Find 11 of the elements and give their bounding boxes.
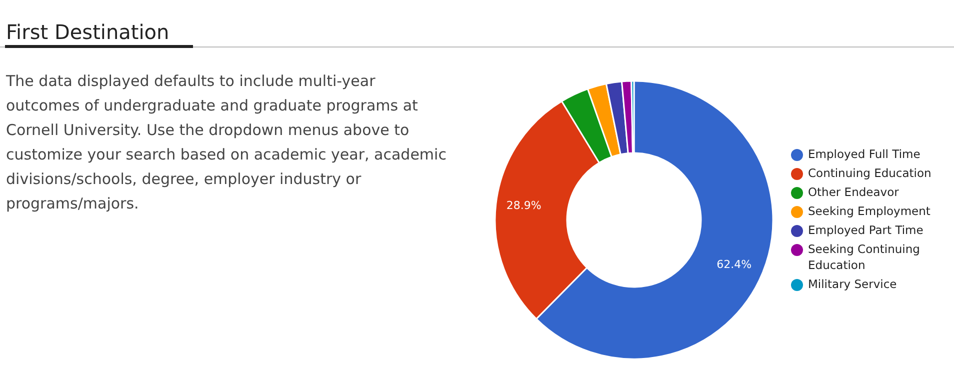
legend-label: Employed Part Time xyxy=(808,223,924,238)
legend-label: Seeking Continuing Education xyxy=(808,242,920,272)
text: First Destination xyxy=(6,20,170,44)
legend-label: Seeking Employment xyxy=(808,204,931,218)
legend-label: Other Endeavor xyxy=(808,185,900,200)
legend-label: Military Service xyxy=(808,277,897,292)
legend-label: Employed Full Time xyxy=(808,147,920,162)
text: The data displayed defaults to include multi-year outcomes of undergraduate and graduate programs at Cornell University. Use the dropdown menus above to customize your search based on academic year, academic divisions/schools, degree, employer industry or programs/majors. xyxy=(5,72,446,212)
data-label: 62.4% xyxy=(716,258,752,272)
legend-label: Continuing Education xyxy=(808,166,932,180)
data-label: 28.9% xyxy=(506,199,542,212)
